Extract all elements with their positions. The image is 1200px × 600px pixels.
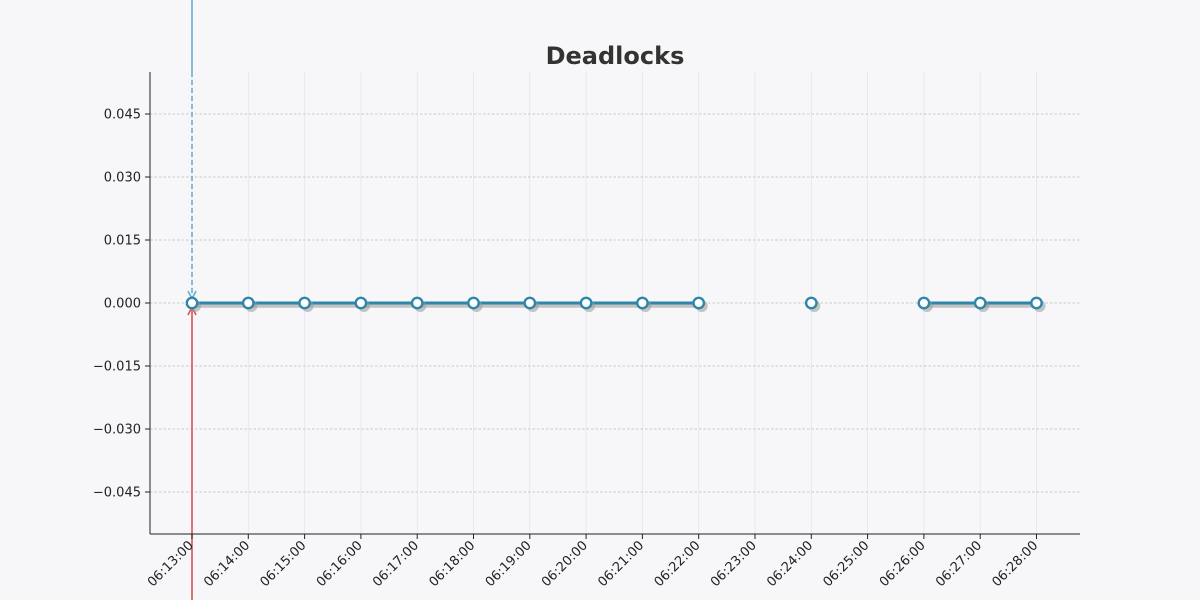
y-tick-label: 0.000 — [104, 297, 141, 312]
x-tick-label: 06:14:00 — [201, 538, 253, 590]
x-tick-label: 06:15:00 — [258, 538, 310, 590]
x-tick-label: 06:16:00 — [314, 538, 366, 590]
data-point — [804, 296, 818, 310]
x-tick-label: 06:19:00 — [483, 538, 535, 590]
data-point — [579, 296, 593, 310]
data-point — [185, 296, 199, 310]
data-point — [523, 296, 537, 310]
data-point — [467, 296, 480, 310]
x-tick-label: 06:28:00 — [989, 538, 1041, 590]
data-point — [636, 296, 649, 310]
data-point — [1030, 296, 1043, 310]
data-point — [917, 296, 931, 310]
data-point — [354, 296, 368, 310]
data-point — [241, 296, 255, 310]
y-tick-label: −0.030 — [93, 423, 141, 438]
x-tick-label: 06:26:00 — [877, 538, 929, 590]
marker-lines — [187, 0, 197, 600]
y-tick-label: 0.045 — [104, 108, 141, 123]
x-tick-label: 06:23:00 — [708, 538, 760, 590]
x-tick-label: 06:17:00 — [370, 538, 422, 590]
data-point — [298, 296, 311, 310]
data-point — [692, 296, 706, 310]
x-tick-label: 06:22:00 — [652, 538, 704, 590]
x-tick-label: 06:13:00 — [145, 538, 197, 590]
y-tick-label: −0.045 — [93, 486, 141, 501]
data-point — [410, 296, 424, 310]
y-tick-label: −0.015 — [93, 360, 141, 375]
data-point — [973, 296, 987, 310]
axes — [145, 72, 1080, 539]
x-tick-label: 06:25:00 — [821, 538, 873, 590]
x-tick-label: 06:18:00 — [426, 538, 478, 590]
x-tick-labels: 06:13:00 06:14:00 06:15:00 06:16:00 06:17:00… — [145, 538, 1041, 590]
x-tick-label: 06:20:00 — [539, 538, 591, 590]
y-tick-labels: 0.045 0.030 0.015 0.000 −0.015 −0.030 −0.045 — [93, 108, 141, 501]
x-tick-label: 06:21:00 — [595, 538, 647, 590]
x-tick-label: 06:27:00 — [933, 538, 985, 590]
x-tick-label: 06:24:00 — [764, 538, 816, 590]
y-tick-label: 0.030 — [104, 171, 141, 186]
series — [192, 301, 1040, 308]
y-tick-label: 0.015 — [104, 234, 141, 249]
data-points — [185, 296, 1046, 312]
chart-title: Deadlocks — [546, 42, 685, 70]
